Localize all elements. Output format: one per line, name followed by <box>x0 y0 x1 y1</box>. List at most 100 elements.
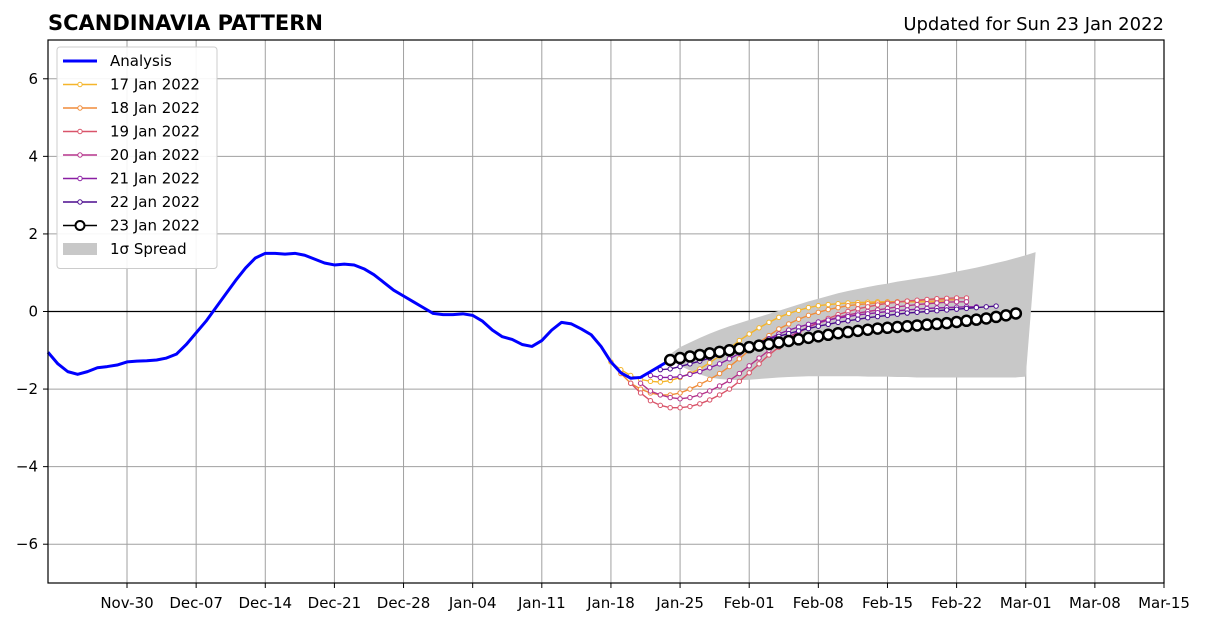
forecast-point <box>627 380 634 386</box>
latest-forecast-point <box>663 353 677 367</box>
forecast-point <box>657 392 664 398</box>
legend-marker <box>77 152 83 158</box>
legend-item: 23 Jan 2022 <box>63 217 200 235</box>
legend-label: 20 Jan 2022 <box>110 146 200 164</box>
x-tick-label: Mar-01 <box>1000 594 1052 612</box>
forecast-point <box>677 396 683 402</box>
latest-forecast-point <box>802 331 815 345</box>
forecast-point <box>835 315 841 321</box>
y-tick-label: 4 <box>28 147 38 165</box>
forecast-point <box>855 316 861 322</box>
forecast-point <box>805 312 812 319</box>
axes-layer: Nov-30 Dec-07 Dec-14 Dec-21 Dec-28 Jan-04 Jan-… <box>16 39 1190 612</box>
latest-forecast-point <box>742 340 756 354</box>
x-tick-label: Feb-08 <box>793 594 844 612</box>
forecast-point <box>736 337 743 344</box>
y-tick-label: −4 <box>16 458 38 476</box>
latest-forecast-series <box>663 307 1023 367</box>
latest-forecast-point <box>930 317 944 331</box>
forecast-point <box>716 392 723 398</box>
forecast-point <box>687 394 693 401</box>
forecast-point <box>716 370 723 377</box>
x-tick-label: Dec-21 <box>308 594 362 612</box>
legend-label: 22 Jan 2022 <box>110 193 200 211</box>
latest-forecast-point <box>989 310 1003 324</box>
forecast-line <box>650 306 977 379</box>
forecast-point <box>884 312 891 319</box>
forecast-point <box>904 298 910 304</box>
forecast-point <box>795 307 802 314</box>
forecast-point <box>677 390 683 396</box>
latest-forecast-point <box>812 330 825 343</box>
forecast-point <box>736 356 743 362</box>
forecast-point <box>766 352 772 358</box>
forecast-point <box>855 301 861 308</box>
forecast-point <box>706 365 713 371</box>
x-tick-label: Jan-25 <box>655 594 704 612</box>
legend-marker <box>77 81 83 88</box>
latest-forecast-point <box>999 309 1013 322</box>
forecast-point <box>963 305 970 312</box>
forecast-point <box>716 361 723 367</box>
legend-item: 19 Jan 2022 <box>63 123 200 141</box>
forecast-point <box>874 302 881 308</box>
forecast-point <box>934 308 940 314</box>
chart-title: SCANDINAVIA PATTERN <box>48 11 323 35</box>
forecast-point <box>894 299 901 305</box>
forecast-point <box>706 376 713 383</box>
forecast-point <box>884 300 891 307</box>
forecast-point <box>706 388 713 394</box>
legend-label: 17 Jan 2022 <box>110 76 200 94</box>
forecast-point <box>845 302 851 309</box>
forecast-point <box>825 301 831 308</box>
legend-item: 1σ Spread <box>63 240 187 258</box>
legend-marker <box>77 105 83 111</box>
latest-forecast-point <box>970 313 983 326</box>
forecast-point <box>716 383 723 389</box>
x-tick-label: Jan-18 <box>586 594 635 612</box>
forecast-point <box>687 403 693 410</box>
forecast-point <box>776 326 782 332</box>
latest-forecast-point <box>693 348 707 362</box>
forecast-point <box>825 317 831 323</box>
forecast-point <box>865 315 871 321</box>
legend: Analysis 17 Jan 2022 18 Jan 2022 19 Jan 202… <box>56 46 218 269</box>
latest-forecast-point <box>782 334 795 348</box>
forecast-point <box>726 377 733 384</box>
latest-forecast-point <box>772 336 786 349</box>
latest-forecast-point <box>979 312 993 325</box>
forecast-point <box>904 302 910 309</box>
legend-item: Analysis <box>63 52 172 70</box>
forecast-point <box>637 390 644 396</box>
forecast-point <box>667 366 673 372</box>
forecast-point <box>726 356 733 362</box>
forecast-point <box>667 404 673 411</box>
forecast-point <box>805 321 812 327</box>
forecast-point <box>815 319 822 325</box>
forecast-point <box>855 312 861 318</box>
forecast-point <box>677 373 683 380</box>
forecast-point <box>667 394 673 401</box>
forecast-point <box>647 378 654 385</box>
forecast-point <box>993 303 999 309</box>
y-tick-label: 6 <box>28 70 38 88</box>
forecast-point <box>657 402 664 409</box>
latest-forecast-point <box>703 347 716 360</box>
forecast-point <box>657 374 664 381</box>
x-tick-label: Feb-15 <box>862 594 913 612</box>
forecast-point <box>637 380 644 386</box>
legend-swatch <box>63 243 97 255</box>
forecast-point <box>746 363 752 369</box>
latest-forecast-point <box>762 337 776 351</box>
forecast-point <box>706 397 713 403</box>
legend-item: 20 Jan 2022 <box>63 146 200 164</box>
legend-label: 21 Jan 2022 <box>110 170 200 188</box>
forecast-point <box>815 302 822 309</box>
forecast-point <box>835 304 841 311</box>
forecast-point <box>647 388 654 394</box>
forecast-point <box>805 325 812 332</box>
forecast-point <box>924 301 930 307</box>
latest-forecast-point <box>821 328 835 342</box>
y-tick-label: −6 <box>16 535 38 553</box>
legend-label: 18 Jan 2022 <box>110 99 200 117</box>
